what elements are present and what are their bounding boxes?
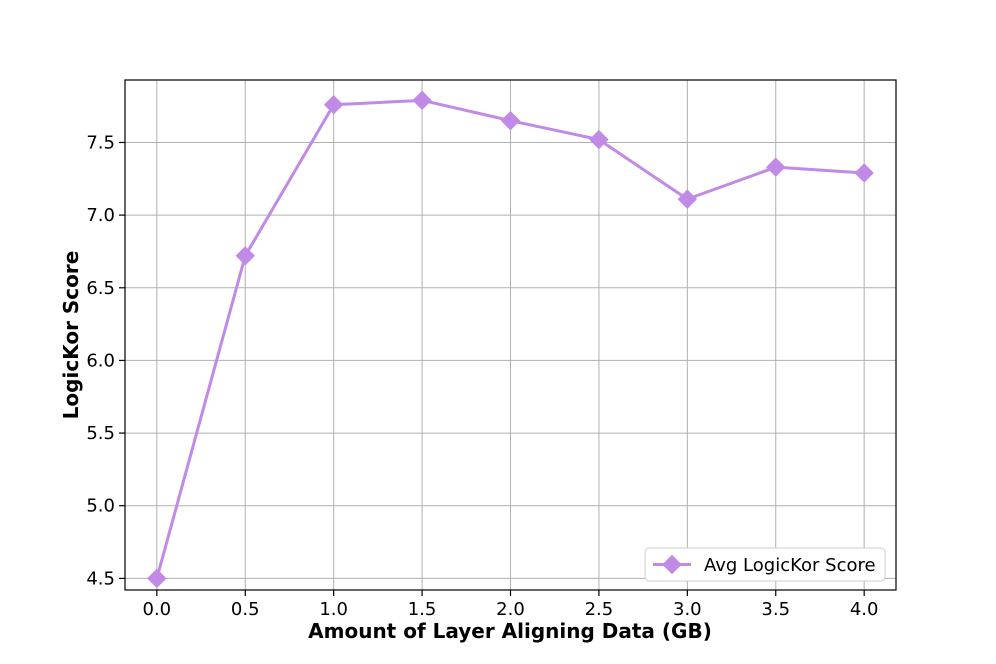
x-tick-label: 2.0	[496, 599, 525, 620]
y-tick-label: 7.5	[86, 132, 115, 153]
legend-series-marker	[662, 554, 682, 575]
y-tick-label: 4.5	[86, 568, 115, 589]
y-axis-ticks: 4.5 5.0 5.5 6.0 6.5 7.0 7.5	[86, 132, 125, 589]
data-point-marker	[766, 157, 786, 177]
y-tick-label: 5.0	[86, 496, 115, 517]
x-tick-label: 4.0	[850, 599, 879, 620]
y-tick-label: 5.5	[86, 423, 115, 444]
y-axis-title: LogicKor Score	[59, 251, 83, 420]
data-point-marker	[323, 94, 344, 115]
y-tick-label: 6.0	[86, 350, 115, 371]
x-axis-title: Amount of Layer Aligning Data (GB)	[308, 619, 712, 643]
series-layer	[147, 90, 874, 589]
data-point-marker	[412, 90, 432, 111]
data-point-marker	[589, 129, 609, 150]
legend: Avg LogicKor Score	[644, 547, 886, 582]
grid-lines	[125, 80, 896, 590]
x-tick-label: 0.0	[143, 599, 172, 620]
data-point-marker	[500, 110, 521, 131]
data-point-marker	[235, 246, 255, 266]
data-point-marker	[147, 568, 167, 589]
x-tick-label: 0.5	[231, 599, 260, 620]
legend-box	[644, 547, 886, 582]
data-point-marker	[854, 163, 874, 183]
legend-series-label: Avg LogicKor Score	[704, 555, 876, 576]
y-tick-label: 7.0	[86, 205, 115, 226]
x-tick-label: 3.0	[673, 599, 702, 620]
x-axis-ticks: 0.0 0.5 1.0 1.5 2.0 2.5 3.0 3.5 4.0	[143, 590, 879, 620]
y-tick-label: 6.5	[86, 278, 115, 299]
x-tick-label: 1.0	[319, 599, 348, 620]
x-tick-label: 2.5	[585, 599, 614, 620]
data-point-marker	[677, 189, 698, 209]
x-tick-label: 3.5	[761, 599, 790, 620]
x-tick-label: 1.5	[408, 599, 437, 620]
